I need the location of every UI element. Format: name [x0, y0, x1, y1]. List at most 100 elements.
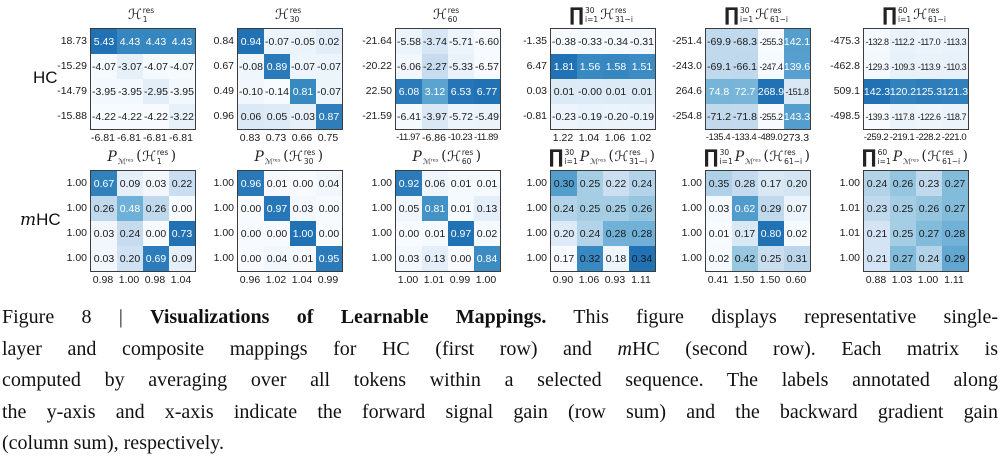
heatmap-cell: -255.3	[758, 29, 784, 54]
heatmap-cell: 4.43	[169, 29, 195, 54]
col-sum-label: 1.03	[891, 274, 913, 286]
heatmap-cell: 0.00	[264, 221, 290, 246]
heatmap-cell: -0.38	[551, 29, 577, 54]
heatmap-body: 18.73 -15.29 -14.79 -15.88 5.43 4.43 4.43 4.43-…	[44, 28, 196, 130]
paren-text: )	[317, 148, 324, 165]
subscript: i=1	[898, 15, 912, 24]
heatmap-cell: -0.07	[290, 54, 316, 79]
heatmap-cell: -0.19	[577, 104, 603, 129]
script-stack: ℳʳᵉˢ	[903, 149, 919, 166]
heatmap-cell: -0.05	[290, 29, 316, 54]
math-symbol: P	[107, 149, 117, 165]
heatmap-cell: 0.28	[732, 171, 758, 196]
script-stack: ℳʳᵉˢ	[590, 149, 606, 166]
paren-text: )	[804, 148, 810, 165]
subscript: 60	[447, 15, 458, 24]
row-sum-label: 0.96	[213, 109, 234, 122]
math-symbol: P	[412, 149, 422, 165]
math-symbol: ℋ	[127, 7, 142, 23]
col-sum-label: 1.11	[631, 274, 651, 286]
product-symbol: ∏	[882, 4, 898, 26]
superscript: res	[784, 147, 796, 157]
row-sum-label: 1.00	[66, 176, 87, 189]
row-sum-label: 0.03	[526, 84, 547, 97]
subscript: i=1	[585, 15, 599, 24]
heatmap-cell: 0.84	[474, 246, 500, 271]
math-symbol: ℋ	[614, 149, 629, 165]
heatmap-cell: 0.17	[732, 221, 758, 246]
col-sum-label: -221.0	[941, 132, 967, 143]
heatmap-cell: 0.96	[238, 171, 264, 196]
heatmap-cell: 1.56	[577, 54, 603, 79]
superscript: res	[629, 147, 641, 157]
heatmap-cell: 0.24	[117, 221, 143, 246]
heatmap-matrix: -132.8 -112.2 -117.0 -113.3 -129.3 -109.3 -113…	[863, 28, 969, 130]
superscript: 30	[740, 5, 750, 15]
script-stack: res 61−i	[928, 6, 946, 24]
product-limits: 30 i=1	[565, 148, 578, 166]
heatmap-cell: 6.08	[396, 79, 422, 104]
heatmap-cell: -109.3	[890, 54, 916, 79]
heatmap-cell: 0.27	[916, 221, 942, 246]
row-sum-label: 1.00	[371, 201, 392, 214]
heatmap-cell: 0.00	[396, 221, 422, 246]
figure-caption: Figure 8 | Visualizations of Learnable M…	[0, 302, 1000, 460]
heatmap-cell: 125.3	[916, 79, 942, 104]
heatmap-cell: 0.05	[264, 104, 290, 129]
row-sum-labels: -1.35 6.47 0.03 -0.81	[504, 28, 550, 130]
heatmap-cell: -5.49	[474, 104, 500, 129]
row-sum-label: 1.00	[526, 176, 547, 189]
script-stack: ℳʳᵉˢ	[423, 149, 439, 166]
heatmap-cell: 0.28	[629, 221, 655, 246]
col-sum-label: 0.99	[449, 274, 471, 286]
col-sum-label: 0.83	[239, 132, 261, 144]
heatmap-cell: 0.24	[577, 221, 603, 246]
col-sum-label: -6.81	[117, 132, 141, 144]
subscript: 61−i	[770, 15, 788, 24]
col-sum-label: 1.11	[944, 274, 964, 286]
col-sum-label: -6.81	[91, 132, 115, 144]
heatmap-cell: 0.26	[91, 196, 117, 221]
product-limits: 30 i=1	[720, 148, 733, 166]
col-sum-label: 273.3	[782, 132, 810, 144]
row-sum-label: 1.01	[839, 201, 860, 214]
heatmap-cell: 0.26	[916, 196, 942, 221]
heatmap-cell: 0.03	[396, 246, 422, 271]
heatmap-cell: -6.06	[396, 54, 422, 79]
heatmap-cell: 0.01	[422, 221, 448, 246]
heatmap-cell: 0.23	[916, 171, 942, 196]
math-symbol: ℋ	[913, 7, 928, 23]
heatmap-cell: -2.27	[422, 54, 448, 79]
heatmap-cell: 0.20	[784, 171, 810, 196]
heatmap-cell: 0.94	[238, 29, 264, 54]
heatmap-cell: -0.33	[577, 29, 603, 54]
col-sum-labels: -6.81 -6.81 -6.81 -6.81	[90, 132, 196, 144]
row-sum-label: 1.00	[213, 251, 234, 264]
col-sum-label: -6.81	[169, 132, 193, 144]
heatmap-cell: 268.9	[758, 79, 784, 104]
heatmap-cell: -3.95	[91, 79, 117, 104]
caption-line: (column sum), respectively.	[2, 428, 998, 460]
heatmap-cell: 0.03	[706, 196, 732, 221]
row-sum-label: 1.00	[839, 251, 860, 264]
col-sum-label: 1.50	[733, 274, 755, 286]
heatmap-cell: 0.48	[117, 196, 143, 221]
superscript: res	[770, 5, 782, 15]
heatmap-cell: 0.26	[143, 196, 169, 221]
heatmap-cell: -118.7	[942, 104, 968, 129]
row-sum-label: 1.00	[681, 251, 702, 264]
math-symbol: P	[734, 149, 745, 165]
math-symbol: ℋ	[142, 149, 156, 165]
heatmap-matrix: 0.96 0.01 0.00 0.04 0.00 0.97 0.03 0.00 0.00 0.00…	[237, 170, 343, 272]
heatmap-cell: -3.97	[422, 104, 448, 129]
heatmap-cell: 0.03	[143, 171, 169, 196]
row-sum-labels: 0.84 0.67 0.49 0.96	[191, 28, 237, 130]
heatmap-cell: 0.21	[864, 221, 890, 246]
row-sum-label: 264.6	[675, 84, 702, 97]
heatmap-cell: 0.97	[448, 221, 474, 246]
heatmap-cell: 143.3	[784, 104, 810, 129]
heatmap-cell: -2.95	[143, 79, 169, 104]
